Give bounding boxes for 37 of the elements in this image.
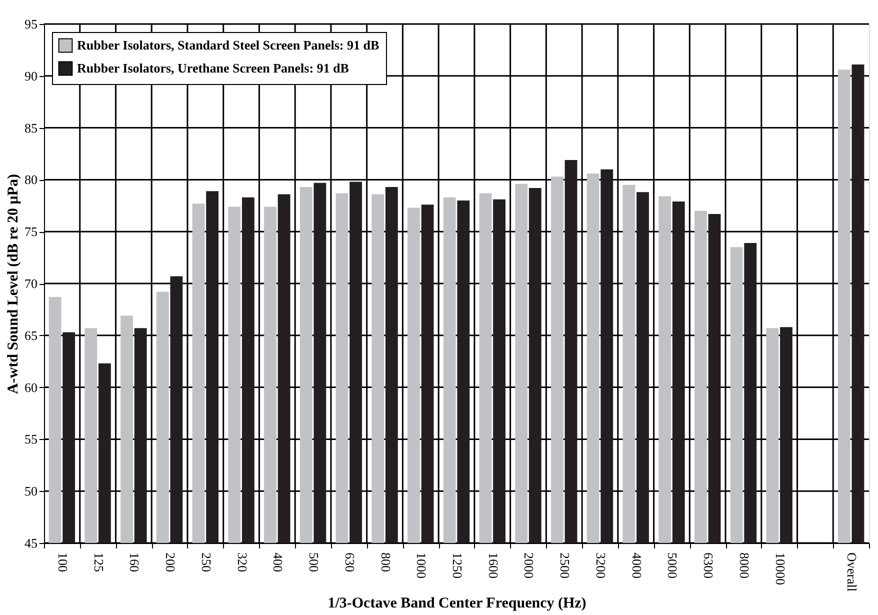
x-tick-label: 10000 [772,552,788,585]
x-tick-label: 200 [163,552,178,572]
y-tick-label: 70 [24,276,38,291]
y-tick-label: 85 [24,120,38,136]
y-tick-label: 90 [24,68,38,84]
x-tick-label: 5000 [665,552,680,578]
y-tick-label: 95 [24,16,38,32]
x-tick-label: 125 [91,552,106,572]
x-tick-label: 2500 [558,552,573,578]
x-tick-label: 1000 [414,552,430,578]
x-tick-label: 3200 [593,552,608,578]
x-tick-label: 160 [127,552,142,572]
x-tick-label: 8000 [736,552,752,578]
x-tick-label: 500 [306,552,322,572]
y-tick-label: 50 [24,484,38,499]
x-axis-title: 1/3-Octave Band Center Frequency (Hz) [328,595,586,612]
y-tick-label: 60 [24,380,38,395]
y-tick-label: 80 [24,172,38,188]
x-tick-label: 800 [378,552,394,572]
y-tick-label: 75 [24,224,38,240]
x-tick-label: 4000 [629,552,644,578]
y-tick-label: 65 [24,328,38,343]
x-tick-label: 1600 [486,552,501,578]
x-tick-label: 100 [55,552,70,572]
legend-label: Rubber Isolators, Standard Steel Screen Panels: 91 dB [77,38,380,52]
x-tick-label: 6300 [701,552,716,578]
x-tick-label: 630 [342,552,358,572]
x-tick-label: 250 [198,552,214,572]
x-tick-label: 2000 [522,552,537,578]
x-tick-label: Overall [844,552,860,592]
x-tick-label: 1250 [450,552,465,578]
y-tick-label: 55 [24,432,38,447]
y-tick-label: 45 [24,536,38,550]
legend-label: Rubber Isolators, Urethane Screen Panels: 91 dB [77,60,350,76]
x-tick-label: 400 [270,552,286,572]
x-tick-label: 320 [234,552,250,572]
y-axis-title: A-wtd Sound Level (dB re 20 μPa) [6,174,22,394]
